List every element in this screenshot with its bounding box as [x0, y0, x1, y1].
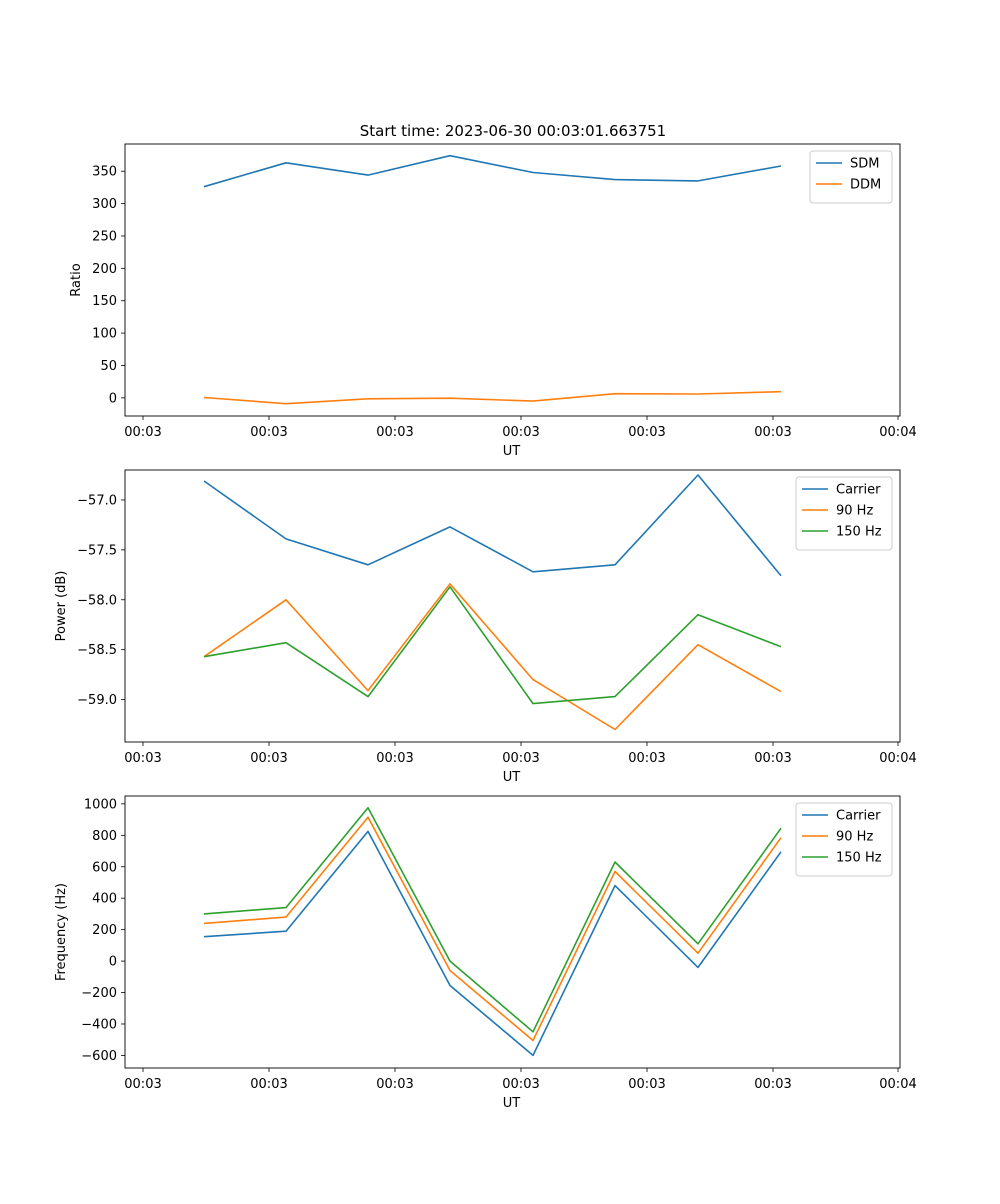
x-tick-label: 00:03 [502, 425, 539, 440]
y-tick-label: −58.0 [77, 593, 117, 608]
y-axis-label: Power (dB) [54, 571, 69, 642]
x-tick-label: 00:03 [376, 751, 413, 766]
y-axis-label: Ratio [69, 263, 84, 296]
y-tick-label: 100 [92, 327, 117, 342]
plot-frame [124, 795, 901, 1069]
x-tick-label: 00:03 [376, 1077, 413, 1092]
y-tick-label: 200 [92, 262, 117, 277]
y-tick-label: −59.0 [77, 693, 117, 708]
legend: Carrier 90 Hz 150 Hz [795, 802, 893, 877]
chart-panel-2: −59.0 −58.5 −58.0 −57.5 −57.0 00:03 00:03 00:03… [54, 469, 917, 785]
y-tick-label: 400 [92, 892, 117, 907]
x-axis-label: UT [503, 444, 521, 459]
x-tick-label: 00:04 [879, 1077, 916, 1092]
x-tick-label: 00:03 [754, 751, 791, 766]
series-line-90-hz [203, 816, 782, 1042]
series-line-90-hz [203, 582, 782, 731]
x-tick-label: 00:03 [250, 751, 287, 766]
y-tick-label: 600 [92, 860, 117, 875]
y-tick-label: 800 [92, 829, 117, 844]
legend-label: 90 Hz [836, 830, 873, 845]
x-tick-label: 00:04 [879, 425, 916, 440]
legend-label: Carrier [836, 483, 881, 498]
legend-label: 90 Hz [836, 504, 873, 519]
x-tick-label: 00:03 [502, 751, 539, 766]
x-tick-label: 00:03 [250, 425, 287, 440]
legend-box [809, 150, 893, 204]
y-tick-label: −58.5 [77, 643, 117, 658]
x-tick-label: 00:03 [754, 425, 791, 440]
y-tick-label: 200 [92, 923, 117, 938]
x-tick-label: 00:03 [628, 751, 665, 766]
y-tick-label: 50 [100, 359, 117, 374]
x-tick-label: 00:03 [124, 751, 161, 766]
legend: SDM DDM [809, 150, 893, 204]
y-tick-label: 150 [92, 294, 117, 309]
legend-label: DDM [850, 178, 881, 193]
legend-label: 150 Hz [836, 525, 882, 540]
chart-panel-1: 0 50 100 150 200 250 300 350 00:03 00:03 00:03 00:0… [69, 143, 917, 459]
y-tick-label: 350 [92, 165, 117, 180]
y-tick-label: −600 [81, 1049, 117, 1064]
y-tick-label: 300 [92, 197, 117, 212]
x-tick-label: 00:03 [502, 1077, 539, 1092]
y-axis-label: Frequency (Hz) [54, 883, 69, 981]
y-tick-label: −400 [81, 1017, 117, 1032]
y-tick-label: −57.0 [77, 493, 117, 508]
legend-label: Carrier [836, 809, 881, 824]
x-tick-label: 00:03 [628, 425, 665, 440]
chart-panel-3: −600 −400 −200 0 200 400 600 800 1000 00:03 00:03 0… [54, 795, 917, 1111]
x-tick-label: 00:04 [879, 751, 916, 766]
x-tick-label: 00:03 [754, 1077, 791, 1092]
legend-label: SDM [850, 157, 879, 172]
legend-label: 150 Hz [836, 851, 882, 866]
y-tick-label: 250 [92, 229, 117, 244]
series-line-carrier [203, 474, 782, 577]
series-line-150-hz [203, 806, 782, 1033]
x-axis-label: UT [503, 770, 521, 785]
x-axis-label: UT [503, 1096, 521, 1111]
x-tick-label: 00:03 [124, 425, 161, 440]
plot-frame [124, 469, 901, 743]
plot-frame [124, 143, 901, 417]
chart-title: Start time: 2023-06-30 00:03:01.663751 [360, 122, 666, 140]
x-tick-label: 00:03 [628, 1077, 665, 1092]
legend: Carrier 90 Hz 150 Hz [795, 476, 893, 551]
x-tick-label: 00:03 [376, 425, 413, 440]
x-tick-label: 00:03 [124, 1077, 161, 1092]
series-line-ddm [203, 390, 782, 405]
y-tick-label: 0 [109, 955, 117, 970]
series-line-carrier [203, 830, 782, 1057]
x-tick-label: 00:03 [250, 1077, 287, 1092]
series-line-sdm [203, 154, 782, 188]
y-tick-label: 1000 [84, 797, 117, 812]
y-tick-label: 0 [109, 391, 117, 406]
series-line-150-hz [203, 585, 782, 705]
y-tick-label: −57.5 [77, 543, 117, 558]
y-tick-label: −200 [81, 986, 117, 1001]
